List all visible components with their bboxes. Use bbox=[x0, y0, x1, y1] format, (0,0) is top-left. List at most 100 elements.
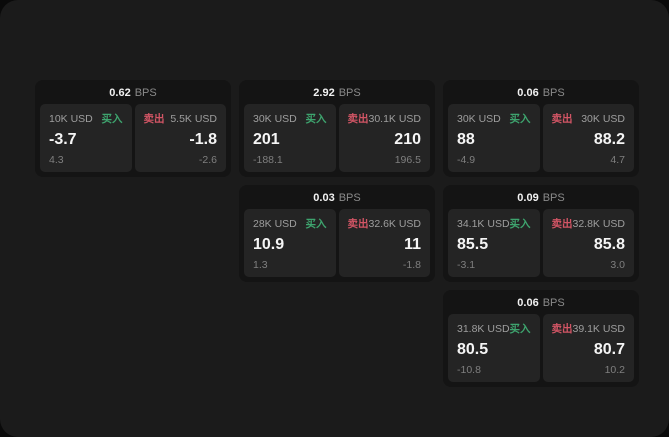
sell-delta: -2.6 bbox=[198, 154, 217, 166]
quote-card: 2.92 BPS 30K USD 买入 201 -188.1 卖出 30.1K … bbox=[239, 80, 435, 177]
sell-delta: 4.7 bbox=[610, 154, 625, 166]
buy-price: 85.5 bbox=[457, 236, 489, 253]
buy-panel[interactable]: 31.8K USD 买入 80.5 -10.8 bbox=[448, 314, 540, 382]
sell-side-label: 卖出 bbox=[551, 218, 573, 230]
quote-card: 0.62 BPS 10K USD 买入 -3.7 4.3 卖出 5.5K USD… bbox=[35, 80, 231, 177]
sell-amount: 5.5K USD bbox=[170, 112, 217, 125]
sell-price: 88.2 bbox=[593, 131, 625, 148]
sell-panel-top: 卖出 39.1K USD bbox=[552, 321, 626, 336]
sell-delta: 3.0 bbox=[610, 259, 625, 271]
quote-card: 0.06 BPS 31.8K USD 买入 80.5 -10.8 卖出 39.1… bbox=[443, 290, 639, 387]
sell-amount: 32.8K USD bbox=[572, 217, 626, 230]
sell-panel[interactable]: 卖出 39.1K USD 80.7 10.2 bbox=[542, 314, 634, 382]
bps-header: 0.03 BPS bbox=[244, 189, 430, 206]
buy-delta: -10.8 bbox=[457, 364, 481, 376]
bps-unit-label: BPS bbox=[542, 191, 565, 204]
card-body: 10K USD 买入 -3.7 4.3 卖出 5.5K USD -1.8 -2.… bbox=[40, 104, 226, 172]
quote-card: 0.03 BPS 28K USD 买入 10.9 1.3 卖出 32.6K US… bbox=[239, 185, 435, 282]
sell-amount: 30.1K USD bbox=[368, 112, 422, 125]
bps-value: 0.62 bbox=[109, 86, 131, 99]
card-body: 30K USD 买入 88 -4.9 卖出 30K USD 88.2 4.7 bbox=[448, 104, 634, 172]
buy-amount: 10K USD bbox=[49, 112, 93, 125]
buy-amount: 30K USD bbox=[457, 112, 501, 125]
bps-value: 2.92 bbox=[313, 86, 335, 99]
quote-card: 0.09 BPS 34.1K USD 买入 85.5 -3.1 卖出 32.8K… bbox=[443, 185, 639, 282]
buy-amount: 30K USD bbox=[253, 112, 297, 125]
buy-price: 88 bbox=[457, 131, 475, 148]
buy-delta: -188.1 bbox=[253, 154, 283, 166]
buy-delta: 1.3 bbox=[253, 259, 268, 271]
buy-side-label: 买入 bbox=[509, 218, 531, 230]
buy-panel-top: 30K USD 买入 bbox=[253, 111, 327, 126]
buy-amount: 28K USD bbox=[253, 217, 297, 230]
buy-panel-top: 30K USD 买入 bbox=[457, 111, 531, 126]
buy-panel[interactable]: 28K USD 买入 10.9 1.3 bbox=[244, 209, 336, 277]
buy-amount: 34.1K USD bbox=[457, 217, 510, 230]
buy-delta: 4.3 bbox=[49, 154, 64, 166]
sell-side-label: 卖出 bbox=[551, 323, 573, 335]
buy-side-label: 买入 bbox=[305, 218, 327, 230]
buy-delta: -4.9 bbox=[457, 154, 476, 166]
buy-panel[interactable]: 30K USD 买入 201 -188.1 bbox=[244, 104, 336, 172]
bps-header: 0.09 BPS bbox=[448, 189, 634, 206]
buy-price: 10.9 bbox=[253, 236, 285, 253]
sell-panel-top: 卖出 32.6K USD bbox=[348, 216, 422, 231]
sell-delta: 196.5 bbox=[394, 154, 421, 166]
buy-panel-top: 10K USD 买入 bbox=[49, 111, 123, 126]
sell-panel-top: 卖出 30K USD bbox=[552, 111, 626, 126]
buy-panel[interactable]: 34.1K USD 买入 85.5 -3.1 bbox=[448, 209, 540, 277]
sell-panel[interactable]: 卖出 32.8K USD 85.8 3.0 bbox=[542, 209, 634, 277]
sell-panel-top: 卖出 32.8K USD bbox=[552, 216, 626, 231]
bps-unit-label: BPS bbox=[542, 86, 565, 99]
sell-price: 210 bbox=[394, 131, 421, 148]
bps-header: 2.92 BPS bbox=[244, 84, 430, 101]
buy-panel[interactable]: 10K USD 买入 -3.7 4.3 bbox=[40, 104, 132, 172]
buy-panel-top: 34.1K USD 买入 bbox=[457, 216, 531, 231]
buy-delta: -3.1 bbox=[457, 259, 476, 271]
bps-unit-label: BPS bbox=[338, 86, 361, 99]
card-body: 28K USD 买入 10.9 1.3 卖出 32.6K USD 11 -1.8 bbox=[244, 209, 430, 277]
sell-panel[interactable]: 卖出 30.1K USD 210 196.5 bbox=[338, 104, 430, 172]
card-body: 30K USD 买入 201 -188.1 卖出 30.1K USD 210 1… bbox=[244, 104, 430, 172]
buy-side-label: 买入 bbox=[509, 113, 531, 125]
card-body: 31.8K USD 买入 80.5 -10.8 卖出 39.1K USD 80.… bbox=[448, 314, 634, 382]
sell-panel[interactable]: 卖出 5.5K USD -1.8 -2.6 bbox=[134, 104, 226, 172]
sell-price: 80.7 bbox=[593, 341, 625, 358]
bps-header: 0.62 BPS bbox=[40, 84, 226, 101]
sell-panel-top: 卖出 5.5K USD bbox=[144, 111, 218, 126]
bps-header: 0.06 BPS bbox=[448, 84, 634, 101]
buy-amount: 31.8K USD bbox=[457, 322, 510, 335]
sell-amount: 32.6K USD bbox=[368, 217, 422, 230]
buy-price: -3.7 bbox=[49, 131, 77, 148]
quote-card: 0.06 BPS 30K USD 买入 88 -4.9 卖出 30K USD 8… bbox=[443, 80, 639, 177]
buy-panel-top: 31.8K USD 买入 bbox=[457, 321, 531, 336]
bps-unit-label: BPS bbox=[542, 296, 565, 309]
card-body: 34.1K USD 买入 85.5 -3.1 卖出 32.8K USD 85.8… bbox=[448, 209, 634, 277]
bps-value: 0.06 bbox=[517, 296, 539, 309]
sell-panel-top: 卖出 30.1K USD bbox=[348, 111, 422, 126]
sell-panel[interactable]: 卖出 30K USD 88.2 4.7 bbox=[542, 104, 634, 172]
sell-side-label: 卖出 bbox=[143, 113, 165, 125]
buy-price: 80.5 bbox=[457, 341, 489, 358]
sell-amount: 30K USD bbox=[581, 112, 625, 125]
buy-panel-top: 28K USD 买入 bbox=[253, 216, 327, 231]
buy-side-label: 买入 bbox=[509, 323, 531, 335]
sell-delta: -1.8 bbox=[402, 259, 421, 271]
bps-unit-label: BPS bbox=[134, 86, 157, 99]
sell-price: -1.8 bbox=[189, 131, 217, 148]
buy-panel[interactable]: 30K USD 买入 88 -4.9 bbox=[448, 104, 540, 172]
buy-price: 201 bbox=[253, 131, 280, 148]
bps-value: 0.09 bbox=[517, 191, 539, 204]
bps-unit-label: BPS bbox=[338, 191, 361, 204]
buy-side-label: 买入 bbox=[101, 113, 123, 125]
sell-side-label: 卖出 bbox=[347, 218, 369, 230]
cards-grid: 0.62 BPS 10K USD 买入 -3.7 4.3 卖出 5.5K USD… bbox=[35, 80, 639, 387]
sell-side-label: 卖出 bbox=[347, 113, 369, 125]
sell-amount: 39.1K USD bbox=[572, 322, 626, 335]
sell-panel[interactable]: 卖出 32.6K USD 11 -1.8 bbox=[338, 209, 430, 277]
bps-header: 0.06 BPS bbox=[448, 294, 634, 311]
buy-side-label: 买入 bbox=[305, 113, 327, 125]
sell-delta: 10.2 bbox=[604, 364, 625, 376]
sell-price: 85.8 bbox=[593, 236, 625, 253]
